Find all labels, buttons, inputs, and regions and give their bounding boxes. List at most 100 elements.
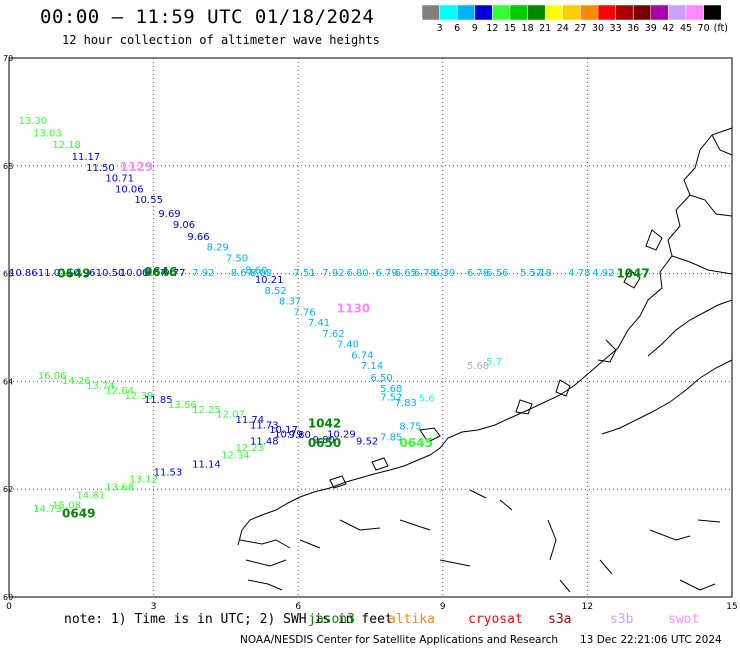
wave-height-value: 5.18 (530, 268, 552, 279)
coastline-segment (239, 539, 291, 549)
legend-label: 30 (592, 23, 604, 33)
legend-label: 3 (437, 23, 443, 33)
pass-time-label: 1042 (308, 416, 341, 430)
legend-swatch (703, 5, 722, 21)
footer-timestamp: 13 Dec 22:21:06 UTC 2024 (580, 634, 722, 646)
wave-height-value: 9.06 (173, 220, 195, 231)
wave-height-value: 9.52 (356, 437, 378, 448)
legend-swatch (597, 5, 616, 21)
wave-height-value: 11.48 (250, 437, 279, 448)
coastline-segment (371, 457, 389, 471)
pass-time-label: 0649 (57, 267, 90, 281)
legend-label: 36 (627, 23, 639, 33)
map-grid (8, 57, 733, 598)
legend-swatch (456, 5, 476, 21)
wave-height-value: 11.73 (250, 421, 279, 432)
y-tick-label: 68 (3, 162, 13, 171)
x-tick-label: 9 (440, 602, 446, 612)
wave-height-value: 6.80 (346, 268, 368, 279)
legend-label: 6 (454, 23, 460, 33)
wave-height-value: 9.67 (144, 268, 166, 279)
wave-height-value: 12.23 (236, 443, 265, 454)
wave-height-value: 7.14 (361, 361, 383, 372)
x-tick-label: 15 (726, 602, 737, 612)
wave-height-value: 6.79 (375, 268, 397, 279)
pass-time-label: 0645 (399, 436, 432, 450)
legend-swatch (474, 5, 493, 21)
wave-height-value: 7.85 (380, 432, 402, 443)
wave-height-value: 15.08 (52, 500, 81, 511)
legend-swatch (422, 5, 440, 21)
legend-swatch (439, 5, 458, 21)
coastline-segment (245, 559, 287, 567)
legend-label: 45 (680, 23, 692, 33)
color-legend: 3 6 9 12 15 18 21 24 27 30 33 36 39 42 45 70 (ft) (422, 5, 728, 33)
legend-swatch (685, 5, 704, 21)
legend-swatch (562, 5, 581, 21)
wave-height-value: 5.7 (486, 357, 502, 368)
wave-height-value: 14.73 (33, 504, 62, 515)
wave-height-value: 16.06 (38, 371, 67, 382)
wave-height-value: 7.62 (322, 329, 344, 340)
coastline-segment (645, 229, 663, 251)
legend-swatch (509, 5, 528, 21)
wave-height-value: 11.74 (236, 415, 265, 426)
wave-height-value: 13.68 (105, 483, 134, 494)
wave-height-value: 12.18 (52, 140, 81, 151)
wave-height-value: 10.17 (269, 425, 298, 436)
legend-swatch (668, 5, 687, 21)
coastline-segment (697, 519, 721, 523)
wave-height-value: 4.92 (592, 268, 614, 279)
wave-height-value: 8.60 (245, 265, 267, 276)
wave-height-value: 9.80 (313, 435, 335, 446)
coastline-segment (237, 127, 733, 546)
wave-height-value: 8.08 (250, 268, 272, 279)
wave-height-value: 6.78 (467, 268, 489, 279)
wave-height-value: 7.52 (380, 392, 402, 403)
wave-height-value: 8.37 (279, 297, 301, 308)
wave-height-value: 7.51 (293, 268, 315, 279)
coastline-segment (419, 427, 441, 443)
coastline-segment (711, 134, 733, 156)
legend-swatch (650, 5, 669, 21)
map-border (8, 57, 733, 598)
coastline-segment (499, 499, 513, 511)
wave-height-value: 12.64 (105, 386, 134, 397)
wave-height-value: 12.34 (221, 451, 250, 462)
footnote: note: 1) Time is in UTC; 2) SWH is in fe… (64, 612, 393, 627)
wave-height-value: 14.81 (76, 491, 105, 502)
satellite-name: altika (388, 612, 435, 627)
pass-time-label: 1047 (616, 267, 649, 281)
pass-time-label: 0650 (308, 436, 341, 450)
wave-height-value: 8.75 (399, 422, 421, 433)
wave-height-value: 5.68 (467, 361, 489, 372)
y-tick-label: 64 (3, 377, 13, 386)
wave-height-value: 13.12 (130, 474, 159, 485)
satellite-name: s3b (610, 612, 634, 627)
wave-height-value: 14.26 (62, 376, 91, 387)
wave-height-value: 10.29 (327, 430, 356, 441)
wave-height-value: 4.78 (568, 268, 590, 279)
wave-height-value: 9.77 (163, 268, 185, 279)
wave-height-value: 6.74 (351, 350, 373, 361)
satellite-name: s3a (548, 612, 572, 627)
legend-swatch (544, 5, 564, 21)
legend-unit: (ft) (714, 23, 728, 33)
wave-height-value: 11.14 (192, 459, 221, 470)
wave-height-value: 7.41 (308, 318, 330, 329)
x-tick-label: 6 (295, 602, 301, 612)
pass-time-label: 1129 (120, 160, 153, 174)
legend-label: 18 (522, 23, 534, 33)
legend-label: 15 (504, 23, 516, 33)
pass-time-label: 1130 (337, 302, 370, 316)
pass-time-label: 0646 (144, 265, 177, 279)
wave-height-value: 5.68 (380, 384, 402, 395)
page-title: 00:00 – 11:59 UTC 01/18/2024 (40, 6, 375, 28)
coastline-segment (689, 194, 733, 217)
wave-height-value: 8.67 (231, 268, 253, 279)
legend-label: 33 (610, 23, 622, 33)
wave-height-value: 7.76 (293, 307, 315, 318)
coastline-segment (679, 579, 716, 591)
coastline-segment (247, 579, 283, 591)
wave-height-value: 7.83 (395, 398, 417, 409)
